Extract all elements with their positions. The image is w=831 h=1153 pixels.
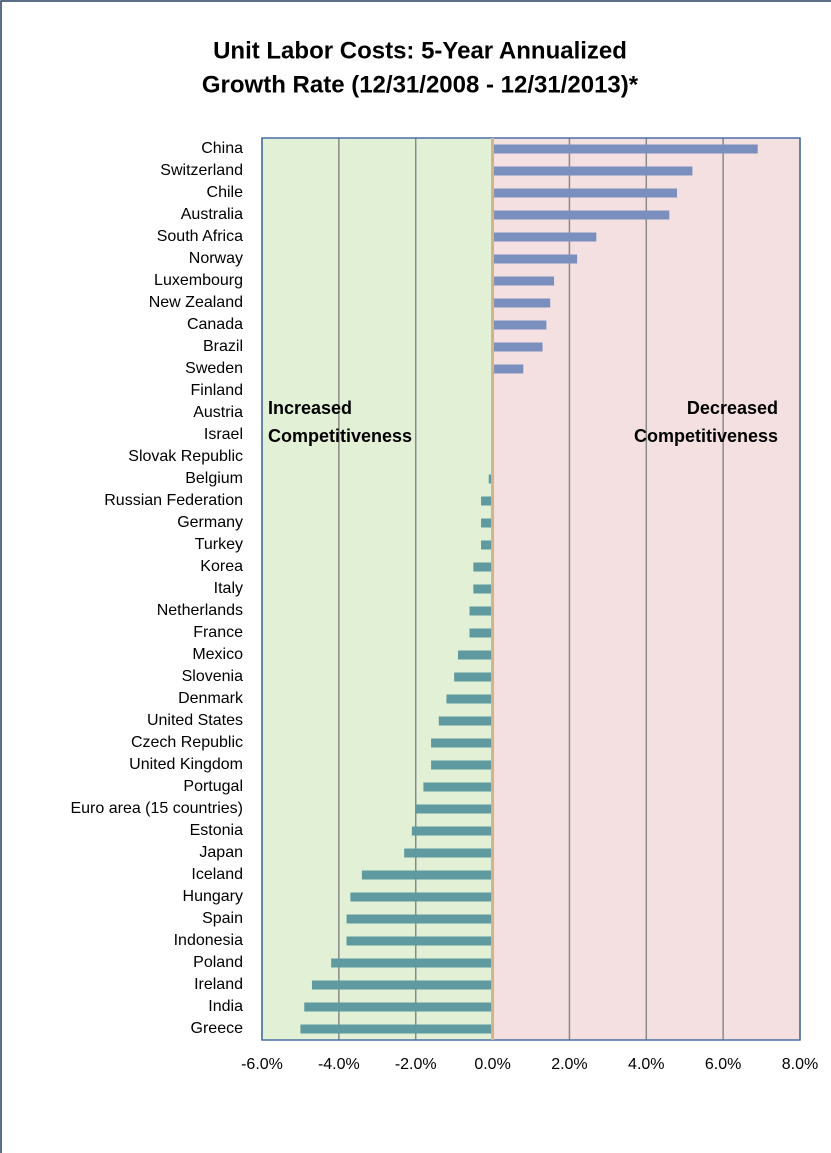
x-tick-label: -2.0% (395, 1056, 437, 1073)
bar (481, 540, 493, 550)
y-tick-label: Brazil (203, 338, 243, 355)
y-tick-label: Iceland (191, 866, 243, 883)
bar (300, 1024, 493, 1034)
y-tick-label: Russian Federation (104, 492, 243, 509)
x-tick-label: 4.0% (628, 1056, 664, 1073)
y-tick-label: France (193, 624, 243, 641)
y-tick-label: Italy (214, 580, 243, 597)
y-tick-label: Czech Republic (131, 734, 243, 751)
bar (492, 364, 524, 374)
bar (446, 694, 493, 704)
y-tick-label: China (201, 140, 243, 157)
chart-title: Growth Rate (12/31/2008 - 12/31/2013)* (202, 71, 639, 98)
y-tick-label: Mexico (192, 646, 243, 663)
y-tick-label: South Africa (157, 228, 243, 245)
bar (473, 562, 493, 572)
y-tick-label: Euro area (15 countries) (70, 800, 243, 817)
x-tick-label: 2.0% (551, 1056, 587, 1073)
bar (361, 870, 493, 880)
bar (404, 848, 493, 858)
bar (492, 342, 543, 352)
y-tick-label: Indonesia (174, 932, 243, 949)
bar (492, 320, 547, 330)
bar (423, 782, 493, 792)
bar (492, 144, 758, 154)
y-tick-label: Poland (193, 954, 243, 971)
y-tick-label: Austria (193, 404, 243, 421)
x-tick-label: 8.0% (782, 1056, 818, 1073)
y-tick-label: Belgium (185, 470, 243, 487)
y-tick-label: Spain (202, 910, 243, 927)
y-tick-label: Korea (200, 558, 243, 575)
y-tick-label: India (208, 998, 243, 1015)
y-tick-label: United States (147, 712, 243, 729)
bar (346, 936, 493, 946)
y-tick-label: Slovak Republic (128, 448, 243, 465)
bar (431, 760, 493, 770)
annotation: Competitiveness (634, 426, 778, 446)
bar (481, 496, 493, 506)
x-tick-label: 0.0% (474, 1056, 510, 1073)
annotation: Decreased (687, 398, 778, 418)
bar (492, 276, 555, 286)
y-tick-label: Slovenia (182, 668, 243, 685)
negative-region (262, 138, 493, 1040)
bar (415, 804, 493, 814)
bar (469, 628, 493, 638)
y-tick-label: Canada (187, 316, 243, 333)
y-tick-label: Ireland (194, 976, 243, 993)
bar (492, 210, 670, 220)
y-tick-label: Portugal (183, 778, 243, 795)
y-tick-label: Finland (191, 382, 243, 399)
bar (492, 298, 551, 308)
y-tick-label: Turkey (195, 536, 243, 553)
bar (492, 188, 678, 198)
bar (350, 892, 493, 902)
bar (492, 166, 693, 176)
annotation: Increased (268, 398, 352, 418)
y-tick-label: Sweden (185, 360, 243, 377)
y-tick-label: Israel (204, 426, 243, 443)
chart-title: Unit Labor Costs: 5-Year Annualized (213, 37, 627, 64)
bar (431, 738, 493, 748)
bar (346, 914, 493, 924)
bar (488, 474, 493, 484)
bar (473, 584, 493, 594)
y-tick-label: Japan (199, 844, 243, 861)
x-tick-label: -4.0% (318, 1056, 360, 1073)
x-tick-label: 6.0% (705, 1056, 741, 1073)
bar (311, 980, 493, 990)
y-tick-label: Greece (191, 1020, 244, 1037)
y-tick-label: New Zealand (149, 294, 243, 311)
y-tick-label: Chile (207, 184, 244, 201)
bar (331, 958, 493, 968)
bar (492, 232, 597, 242)
y-tick-label: Australia (181, 206, 243, 223)
y-tick-label: United Kingdom (129, 756, 243, 773)
bar (304, 1002, 493, 1012)
bar (454, 672, 493, 682)
y-tick-label: Luxembourg (154, 272, 243, 289)
plot-border (261, 137, 801, 1041)
bar (457, 650, 493, 660)
y-tick-label: Norway (189, 250, 243, 267)
bar (438, 716, 493, 726)
y-tick-label: Netherlands (157, 602, 243, 619)
y-tick-label: Estonia (190, 822, 243, 839)
y-tick-label: Denmark (178, 690, 244, 707)
y-tick-label: Switzerland (160, 162, 243, 179)
bar (411, 826, 493, 836)
annotation: Competitiveness (268, 426, 412, 446)
bar (469, 606, 493, 616)
bar (492, 254, 578, 264)
x-tick-label: -6.0% (241, 1056, 283, 1073)
y-tick-label: Hungary (183, 888, 243, 905)
y-tick-label: Germany (177, 514, 243, 531)
bar (481, 518, 493, 528)
